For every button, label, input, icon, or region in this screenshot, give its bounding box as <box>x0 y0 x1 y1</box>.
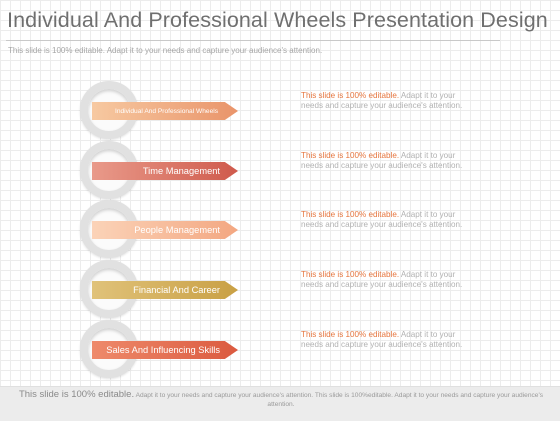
wheel-row: People Management This slide is 100% edi… <box>0 200 560 260</box>
description-text: Adapt it to your needs and capture your … <box>301 210 463 229</box>
description-text: Adapt it to your needs and capture your … <box>301 270 463 289</box>
wheel-label: Financial And Career <box>133 285 220 295</box>
wheel-description: This slide is 100% editable. Adapt it to… <box>301 330 476 350</box>
title-divider <box>6 40 500 41</box>
wheel-row: Time Management This slide is 100% edita… <box>0 141 560 201</box>
wheel-label: People Management <box>134 225 220 235</box>
description-highlight: This slide is 100% editable. <box>301 91 400 100</box>
wheel-row: Financial And Career This slide is 100% … <box>0 260 560 320</box>
footer-bar: This slide is 100% editable. Adapt it to… <box>0 386 560 421</box>
wheel-arrow: Time Management <box>92 162 238 180</box>
description-highlight: This slide is 100% editable. <box>301 151 400 160</box>
footer-lead: This slide is 100% editable. <box>18 389 135 400</box>
wheel-description: This slide is 100% editable. Adapt it to… <box>301 151 476 171</box>
description-text: Adapt it to your needs and capture your … <box>301 330 463 349</box>
wheel-arrow: Individual And Professional Wheels <box>92 102 238 120</box>
wheel-description: This slide is 100% editable. Adapt it to… <box>301 270 476 290</box>
wheel-arrow: People Management <box>92 221 238 239</box>
wheel-row: Sales And Influencing Skills This slide … <box>0 320 560 380</box>
description-highlight: This slide is 100% editable. <box>301 210 400 219</box>
wheel-label: Sales And Influencing Skills <box>106 345 220 355</box>
description-text: Adapt it to your needs and capture your … <box>301 91 463 110</box>
wheel-arrow: Financial And Career <box>92 281 238 299</box>
slide-title: Individual And Professional Wheels Prese… <box>7 8 548 32</box>
description-highlight: This slide is 100% editable. <box>301 330 400 339</box>
description-text: Adapt it to your needs and capture your … <box>301 151 463 170</box>
wheel-arrow: Sales And Influencing Skills <box>92 341 238 359</box>
description-highlight: This slide is 100% editable. <box>301 270 400 279</box>
slide-subtitle: This slide is 100% editable. Adapt it to… <box>8 46 323 55</box>
footer-body: Adapt it to your needs and capture your … <box>135 392 544 408</box>
wheel-row: Individual And Professional Wheels This … <box>0 81 560 141</box>
wheel-label: Individual And Professional Wheels <box>115 107 218 115</box>
wheel-label: Time Management <box>142 166 220 176</box>
wheel-description: This slide is 100% editable. Adapt it to… <box>301 210 476 230</box>
wheel-description: This slide is 100% editable. Adapt it to… <box>301 91 476 111</box>
footer-text: This slide is 100% editable. Adapt it to… <box>6 389 556 409</box>
